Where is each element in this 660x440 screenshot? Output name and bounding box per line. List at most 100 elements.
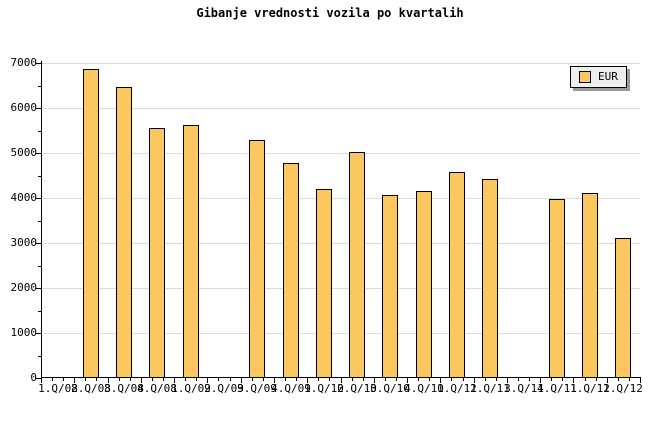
x-major-tick — [174, 378, 175, 383]
x-axis-label: 4.Q/08 — [137, 382, 177, 395]
x-minor-tick — [263, 378, 264, 381]
y-major-tick — [36, 153, 41, 154]
x-axis-label: 4.Q/09 — [271, 382, 311, 395]
x-minor-tick — [629, 378, 630, 381]
x-minor-tick — [230, 378, 231, 381]
x-minor-tick — [429, 378, 430, 381]
bar — [116, 87, 132, 378]
x-minor-tick — [152, 378, 153, 381]
x-major-tick — [41, 378, 42, 383]
x-axis-label: 1.Q/09 — [171, 382, 211, 395]
x-major-tick — [74, 378, 75, 383]
x-minor-tick — [296, 378, 297, 381]
bar — [349, 152, 365, 378]
y-minor-tick — [38, 311, 41, 312]
bar — [482, 179, 498, 378]
x-axis-label: 3.Q/10 — [370, 382, 410, 395]
y-axis-label: 1000 — [10, 326, 38, 339]
x-minor-tick — [485, 378, 486, 381]
x-minor-tick — [396, 378, 397, 381]
bar — [283, 163, 299, 378]
x-axis-label: 1.Q/08 — [38, 382, 78, 395]
y-minor-tick — [38, 266, 41, 267]
x-major-tick — [440, 378, 441, 383]
y-major-tick — [36, 333, 41, 334]
legend-series-label: EUR — [598, 70, 618, 83]
x-minor-tick — [52, 378, 53, 381]
y-minor-tick — [38, 86, 41, 87]
legend-swatch-icon — [579, 71, 591, 83]
x-major-tick — [474, 378, 475, 383]
x-major-tick — [507, 378, 508, 383]
y-major-tick — [36, 243, 41, 244]
gridline — [41, 333, 640, 334]
x-axis-label: 4.Q/10 — [404, 382, 444, 395]
y-axis-label: 0 — [30, 371, 37, 384]
y-axis-label: 6000 — [10, 101, 38, 114]
bar — [249, 140, 265, 378]
x-axis-label: 2.Q/10 — [337, 382, 377, 395]
x-minor-tick — [318, 378, 319, 381]
x-major-tick — [307, 378, 308, 383]
y-minor-tick — [38, 356, 41, 357]
x-major-tick — [241, 378, 242, 383]
x-minor-tick — [218, 378, 219, 381]
bar — [316, 189, 332, 378]
x-axis-label: 2.Q/08 — [71, 382, 111, 395]
x-major-tick — [573, 378, 574, 383]
x-minor-tick — [562, 378, 563, 381]
bar — [549, 199, 565, 378]
y-axis-label: 3000 — [10, 236, 38, 249]
y-axis-label: 5000 — [10, 146, 38, 159]
bar — [449, 172, 465, 378]
x-axis-label: 1.Q/12 — [603, 382, 643, 395]
x-axis-label: 1.Q/11 — [437, 382, 477, 395]
bar — [382, 195, 398, 378]
bar — [582, 193, 598, 378]
x-major-tick — [540, 378, 541, 383]
bar — [183, 125, 199, 378]
y-minor-tick — [38, 131, 41, 132]
x-minor-tick — [363, 378, 364, 381]
x-axis-label: 3.Q/09 — [237, 382, 277, 395]
x-minor-tick — [285, 378, 286, 381]
y-minor-tick — [38, 221, 41, 222]
x-minor-tick — [585, 378, 586, 381]
bar — [416, 191, 432, 378]
y-axis-label: 2000 — [10, 281, 38, 294]
bar — [83, 69, 99, 378]
x-major-tick — [374, 378, 375, 383]
x-minor-tick — [329, 378, 330, 381]
x-minor-tick — [418, 378, 419, 381]
x-axis-line — [41, 377, 641, 378]
x-minor-tick — [96, 378, 97, 381]
x-minor-tick — [85, 378, 86, 381]
x-minor-tick — [352, 378, 353, 381]
gridline — [41, 108, 640, 109]
bar — [149, 128, 165, 378]
x-axis-label: 2.Q/11 — [470, 382, 510, 395]
gridline — [41, 288, 640, 289]
y-major-tick — [36, 378, 41, 379]
x-minor-tick — [618, 378, 619, 381]
x-minor-tick — [63, 378, 64, 381]
x-major-tick — [141, 378, 142, 383]
x-major-tick — [607, 378, 608, 383]
x-minor-tick — [518, 378, 519, 381]
x-axis-label: 3.Q/11 — [504, 382, 544, 395]
x-minor-tick — [463, 378, 464, 381]
x-minor-tick — [596, 378, 597, 381]
x-major-tick — [341, 378, 342, 383]
x-minor-tick — [185, 378, 186, 381]
x-major-tick — [207, 378, 208, 383]
legend-box: EUR — [570, 66, 627, 88]
x-minor-tick — [451, 378, 452, 381]
gridline — [41, 198, 640, 199]
x-axis-label: 4.Q/11 — [537, 382, 577, 395]
x-major-tick — [274, 378, 275, 383]
gridline — [41, 243, 640, 244]
x-minor-tick — [196, 378, 197, 381]
x-minor-tick — [529, 378, 530, 381]
